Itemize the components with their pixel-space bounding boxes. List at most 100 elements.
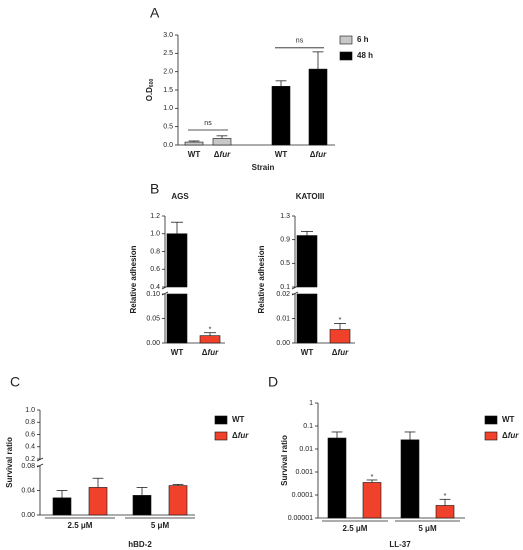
y-axis-label: Survival ratio <box>280 435 289 486</box>
significance-star: * <box>444 493 447 500</box>
y-tick-label: 0.0 <box>163 142 173 149</box>
x-axis-label: Strain <box>252 163 275 172</box>
y-tick-label: 0.8 <box>150 248 160 255</box>
x-axis-label: LL-37 <box>389 540 411 549</box>
y-tick-label: 0.5 <box>280 260 290 267</box>
panel-label: A <box>150 5 160 21</box>
axis-break <box>291 291 299 296</box>
bar <box>88 487 108 516</box>
y-tick-label: 0.01 <box>276 315 290 322</box>
axis-break <box>36 463 44 468</box>
y-axis-label: Survival ratio <box>5 437 14 488</box>
y-tick-label: 1.0 <box>25 407 35 414</box>
y-label-text: Relative adhesion <box>257 245 266 313</box>
y-tick-label: 0.00001 <box>288 515 313 522</box>
x-axis-label: hBD-2 <box>128 540 152 549</box>
legend-label: 6 h <box>357 35 369 44</box>
y-tick-label: 2.0 <box>163 69 173 76</box>
y-tick-label: 0.01 <box>299 446 313 453</box>
bar <box>132 495 152 516</box>
legend-swatch <box>214 431 228 441</box>
y-tick-label: 2.5 <box>163 50 173 57</box>
legend-swatch <box>339 51 353 61</box>
legend-label: WT <box>232 415 245 424</box>
significance-label: ns <box>204 120 212 127</box>
bar <box>52 497 72 516</box>
group-label: 5 μM <box>418 524 437 533</box>
y-tick-label: 0.04 <box>21 487 35 494</box>
bar <box>166 293 188 344</box>
x-tick-label: WT <box>275 150 288 159</box>
legend-swatch <box>339 35 353 45</box>
y-tick-label: 0.00 <box>21 512 35 519</box>
x-tick-label: WT <box>171 348 184 357</box>
y-tick-label: 1.0 <box>150 231 160 238</box>
group-label: 5 μM <box>151 521 170 530</box>
legend-label: WT <box>502 415 515 424</box>
bar <box>329 329 351 344</box>
panel-label: D <box>268 374 278 390</box>
legend-swatch <box>484 431 498 441</box>
y-tick-label: 3.0 <box>163 32 173 39</box>
y-tick-label: 0.6 <box>25 431 35 438</box>
y-tick-label: 0.1 <box>303 423 313 430</box>
bar <box>400 439 420 519</box>
panel-label: B <box>150 181 159 197</box>
y-label-text: O.D <box>145 87 154 101</box>
group-label: 2.5 μM <box>68 521 93 530</box>
chart-title: KATOIII <box>296 192 325 201</box>
y-tick-label: 0.4 <box>25 444 35 451</box>
y-label-text: Survival ratio <box>5 437 14 488</box>
y-label-subscript: 600 <box>149 78 155 87</box>
bar <box>308 68 328 146</box>
legend-swatch <box>214 415 228 425</box>
y-tick-label: 0.00 <box>146 340 160 347</box>
y-tick-label: 0.08 <box>21 463 35 470</box>
significance-star: * <box>339 317 342 324</box>
x-tick-label: Δfur <box>332 348 349 357</box>
bar <box>296 235 318 288</box>
y-tick-label: 0.10 <box>146 291 160 298</box>
chart-title: AGS <box>171 192 189 201</box>
x-tick-label: Δfur <box>310 150 327 159</box>
significance-star: * <box>209 327 212 334</box>
y-tick-label: 0.05 <box>146 315 160 322</box>
y-tick-label: 0.2 <box>25 456 35 463</box>
y-tick-label: 1.5 <box>163 87 173 94</box>
y-tick-label: 1.0 <box>163 105 173 112</box>
bar <box>327 437 347 519</box>
x-tick-label: Δfur <box>214 150 231 159</box>
y-tick-label: 0.9 <box>280 237 290 244</box>
bar <box>199 335 221 344</box>
bar <box>168 485 188 516</box>
bar <box>296 293 318 344</box>
significance-star: * <box>371 474 374 481</box>
x-tick-label: Δfur <box>202 348 219 357</box>
y-label-text: Relative adhesion <box>129 245 138 313</box>
y-tick-label: 0.8 <box>25 419 35 426</box>
legend-swatch <box>484 415 498 425</box>
y-tick-label: 0.001 <box>295 469 313 476</box>
legend-label: Δfur <box>232 431 249 440</box>
axis-break <box>36 457 44 462</box>
y-axis-label: O.D600 <box>145 78 155 101</box>
bar <box>362 482 382 519</box>
panel-label: C <box>10 374 20 390</box>
legend-label: 48 h <box>357 51 373 60</box>
y-axis-label: Relative adhesion <box>257 245 266 313</box>
y-tick-label: 0.02 <box>276 291 290 298</box>
axis-break <box>161 291 169 296</box>
bar <box>435 505 455 519</box>
bar <box>271 86 291 146</box>
y-tick-label: 0.6 <box>150 266 160 273</box>
y-tick-label: 1.3 <box>280 213 290 220</box>
legend-label: Δfur <box>502 431 519 440</box>
y-tick-label: 0.00 <box>276 340 290 347</box>
bar <box>212 138 232 146</box>
bar <box>184 141 204 146</box>
y-label-text: Survival ratio <box>280 435 289 486</box>
y-tick-label: 1 <box>309 400 313 407</box>
bar <box>166 233 188 288</box>
y-tick-label: 1.2 <box>150 213 160 220</box>
